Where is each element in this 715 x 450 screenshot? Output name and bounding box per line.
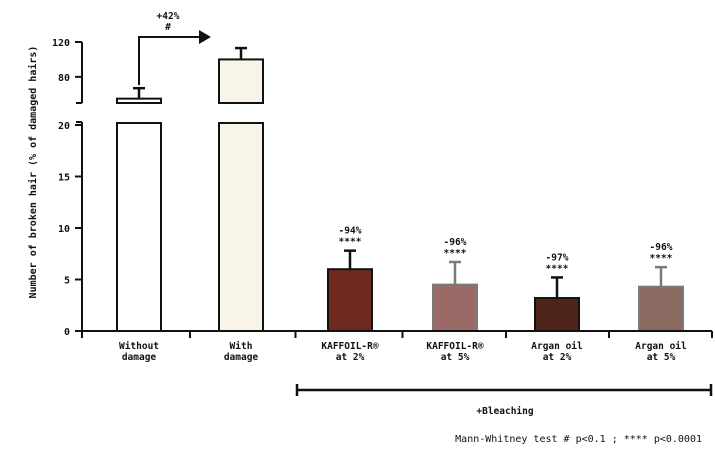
arrow-label-significance: # (165, 22, 171, 33)
y-axis-label: Number of broken hair (% of damaged hair… (27, 46, 39, 299)
bar (639, 287, 683, 331)
x-category-label: Argan oil (635, 341, 687, 352)
data-label-percent: -96% (444, 237, 467, 248)
bar-upper-segment (219, 59, 263, 103)
x-category-label: at 5% (647, 352, 676, 363)
data-label-significance: **** (546, 263, 569, 274)
data-label-significance: **** (339, 237, 362, 248)
arrow-head-icon (199, 30, 211, 44)
x-category-label: damage (224, 352, 259, 363)
y-tick-label: 0 (64, 327, 70, 338)
y-tick-label: 120 (52, 38, 70, 49)
y-axis: 20 15 10 5 0 120 80 (52, 38, 82, 338)
data-label-significance: **** (444, 248, 467, 259)
y-tick-label: 80 (58, 73, 70, 84)
bar (535, 298, 579, 331)
y-tick-label: 10 (58, 224, 70, 235)
x-category-label: Argan oil (531, 341, 583, 352)
bar-lower-segment (219, 123, 263, 331)
x-category-label: With (230, 341, 253, 352)
data-label-significance: **** (650, 253, 673, 264)
group-label: +Bleaching (476, 406, 533, 417)
x-category-label: at 2% (543, 352, 572, 363)
x-category-label: damage (122, 352, 157, 363)
x-category-label: Without (119, 341, 159, 352)
bar (328, 269, 372, 331)
bar-lower-segment (117, 123, 161, 331)
bars: -94%**** -96%**** -97%****-96%**** (117, 48, 683, 331)
x-category-label: at 2% (336, 352, 365, 363)
data-label-percent: -96% (650, 242, 673, 253)
y-tick-label: 20 (58, 121, 70, 132)
data-label-percent: -97% (546, 252, 569, 263)
y-tick-label: 15 (58, 173, 70, 184)
data-label-percent: -94% (339, 226, 362, 237)
bar-upper-segment (117, 99, 161, 103)
bar (433, 285, 477, 331)
x-category-label: KAFFOIL-R® (321, 341, 378, 352)
comparison-arrow (139, 37, 199, 85)
x-category-label: KAFFOIL-R® (426, 341, 483, 352)
y-tick-label: 5 (64, 276, 70, 287)
footnote: Mann-Whitney test # p<0.1 ; **** p<0.000… (455, 434, 702, 445)
x-category-label: at 5% (441, 352, 470, 363)
arrow-label-percent: +42% (157, 11, 180, 22)
